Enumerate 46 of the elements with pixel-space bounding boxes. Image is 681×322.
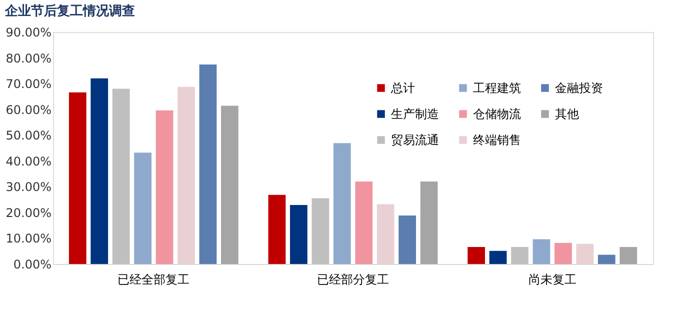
bar bbox=[134, 152, 152, 264]
chart-title: 企业节后复工情况调查 bbox=[4, 3, 136, 19]
bar bbox=[68, 92, 86, 264]
bar bbox=[511, 246, 528, 264]
y-tick-label: 0.00% bbox=[13, 258, 52, 272]
legend-label: 工程建筑 bbox=[473, 81, 521, 95]
bar bbox=[620, 246, 638, 264]
bar bbox=[221, 106, 238, 264]
y-tick-label: 60.00% bbox=[6, 102, 52, 117]
bar bbox=[290, 204, 308, 264]
legend-label: 金融投资 bbox=[555, 81, 603, 95]
bar bbox=[333, 143, 351, 264]
bar bbox=[532, 239, 550, 264]
legend-label: 终端销售 bbox=[473, 133, 521, 147]
legend-label: 仓储物流 bbox=[473, 107, 521, 121]
bar bbox=[268, 194, 286, 264]
bar bbox=[312, 198, 330, 264]
legend-label: 总计 bbox=[390, 81, 415, 95]
bar bbox=[398, 216, 416, 264]
bar bbox=[598, 254, 616, 264]
legend-label: 贸易流通 bbox=[391, 133, 439, 147]
y-tick-label: 70.00% bbox=[6, 77, 52, 92]
y-tick-label: 20.00% bbox=[6, 206, 52, 220]
y-tick-label: 40.00% bbox=[6, 154, 52, 168]
bar bbox=[576, 244, 594, 264]
legend-label: 其他 bbox=[555, 107, 579, 121]
x-tick-label: 尚未复工 bbox=[528, 272, 576, 286]
bar bbox=[90, 78, 108, 264]
y-tick-label: 90.00% bbox=[6, 26, 52, 40]
bar bbox=[199, 64, 217, 264]
bar bbox=[178, 86, 195, 264]
bar bbox=[468, 246, 485, 264]
legend-label: 生产制造 bbox=[391, 107, 439, 121]
y-tick-label: 50.00% bbox=[6, 128, 52, 143]
bar bbox=[554, 242, 572, 264]
y-tick-label: 80.00% bbox=[6, 51, 52, 66]
x-tick-label: 已经全部复工 bbox=[118, 272, 190, 286]
bar bbox=[112, 88, 130, 264]
bar bbox=[376, 204, 394, 264]
bar bbox=[420, 182, 438, 264]
bar bbox=[355, 182, 373, 264]
y-tick-label: 30.00% bbox=[6, 180, 52, 194]
x-tick-label: 已经部分复工 bbox=[317, 272, 389, 286]
y-tick-label: 10.00% bbox=[6, 232, 52, 246]
bar bbox=[156, 110, 174, 264]
bar bbox=[489, 250, 507, 264]
